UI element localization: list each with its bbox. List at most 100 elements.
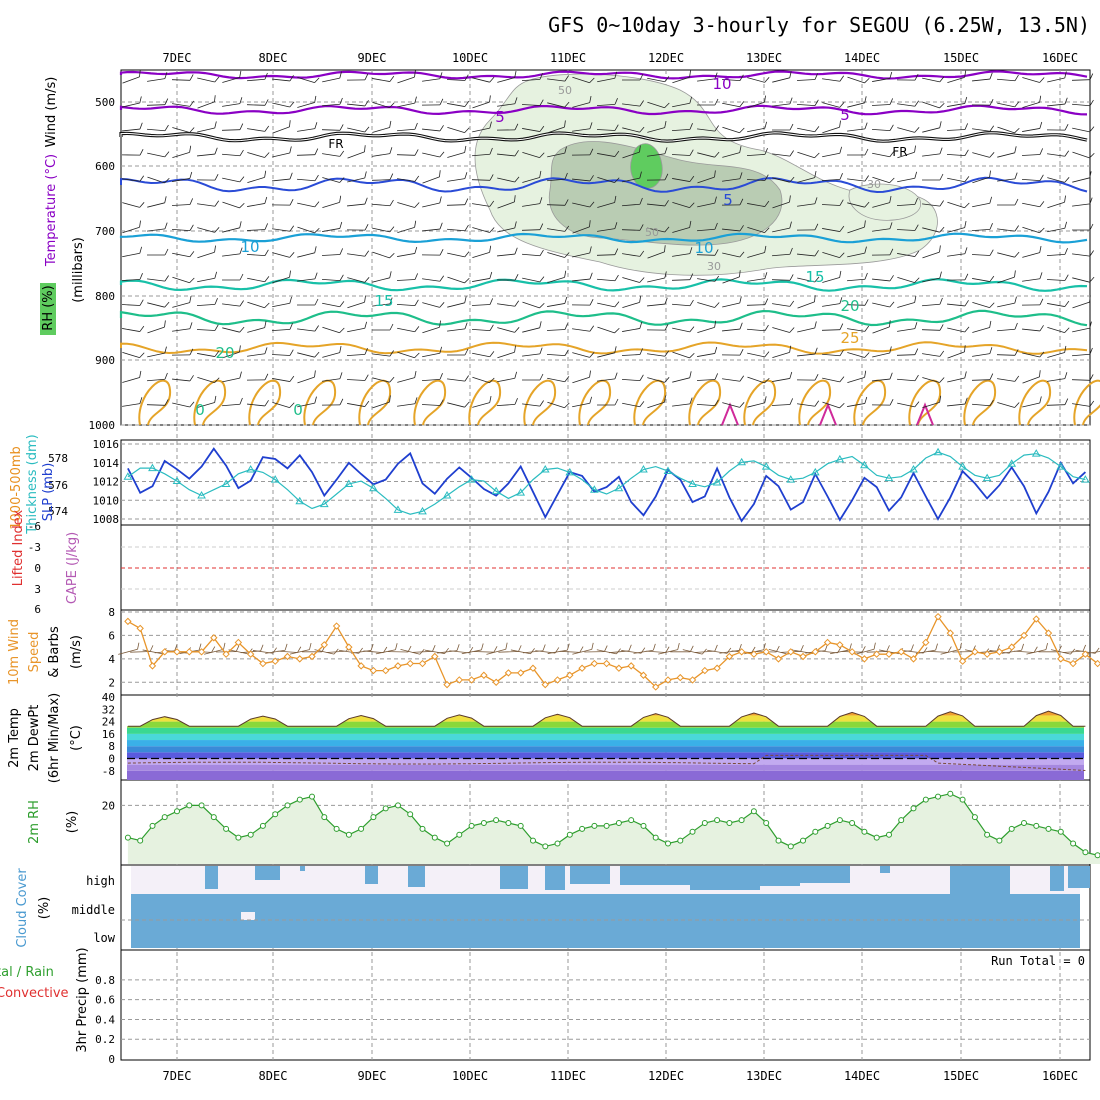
wind10m-barb-shaft	[412, 650, 433, 653]
wind-barb-flag	[564, 199, 569, 206]
wind-barb	[997, 198, 1019, 206]
wind-barb	[396, 149, 419, 156]
date-label-top: 10DEC	[452, 51, 488, 65]
wind-barb	[847, 148, 869, 156]
wind-barb-flag	[839, 252, 845, 258]
thickness-marker	[418, 506, 427, 515]
wind-barb-flag	[264, 347, 268, 354]
wind-barb	[622, 250, 645, 257]
wind-barb-flag	[1039, 77, 1045, 83]
thickness-marker	[369, 483, 378, 492]
wind-barb	[897, 276, 920, 284]
wind-barb-flag	[314, 396, 317, 404]
wind-barb	[1047, 195, 1066, 209]
wind-barb	[871, 399, 894, 406]
wind-barb	[997, 101, 1020, 108]
wind-barb	[497, 71, 517, 83]
wind-barb-shaft	[422, 78, 440, 82]
wind-barb	[597, 398, 619, 406]
wind-barb	[847, 96, 867, 108]
wind10m-barb	[204, 642, 226, 655]
wind10m-marker	[148, 662, 157, 670]
wind-barb-flag	[289, 296, 293, 304]
wind-barb-flag	[939, 173, 944, 181]
boundary-warm-contour	[468, 379, 502, 426]
date-label-bottom: 14DEC	[844, 1069, 880, 1083]
hot-contour	[916, 402, 934, 426]
wind-barb-flag	[914, 322, 918, 329]
rh2m-marker	[444, 840, 451, 847]
temp-color-band	[127, 758, 1084, 765]
wind-barb	[572, 220, 591, 234]
wind-barb-shaft	[197, 101, 215, 109]
wind-barb	[722, 251, 745, 258]
wind-barb	[772, 221, 792, 233]
wind-barb-flag	[864, 77, 870, 84]
wind10m-barb-shaft	[204, 649, 224, 655]
slp-tick: 1010	[93, 494, 120, 507]
thickness-marker	[491, 486, 501, 495]
wind-barb	[122, 175, 145, 182]
wind-barb-flag	[189, 100, 195, 107]
wind-barb-flag	[339, 327, 345, 334]
wind-barb-shaft	[746, 304, 766, 306]
wind-barb-flag	[939, 76, 945, 83]
wind-barb-flag	[289, 402, 295, 408]
wind-barb-shaft	[397, 403, 415, 407]
wind-barb-shaft	[172, 151, 190, 159]
wind-barb-shaft	[247, 152, 265, 158]
thickness-marker	[884, 473, 894, 482]
wind-barb-shaft	[696, 379, 716, 381]
wind-barb-flag	[589, 122, 593, 129]
wind-barb-flag	[739, 349, 744, 356]
axis-label-minmax: (6hr Min/Max)	[47, 693, 62, 783]
wind-barb-flag	[339, 177, 345, 183]
wind-barb-flag	[839, 349, 844, 356]
rh2m-marker	[689, 828, 696, 835]
wind-barb-flag	[264, 170, 267, 178]
wind-barb	[222, 201, 245, 209]
wind-barb-shaft	[347, 151, 365, 159]
wind-barb-flag	[1039, 148, 1044, 155]
wind10m-barb-flag	[996, 644, 1000, 652]
wind10m-barb-shaft	[928, 650, 949, 653]
wind-barb-flag	[664, 271, 667, 279]
wind-barb	[547, 101, 570, 108]
wind-barb-shaft	[122, 351, 140, 359]
rh2m-marker	[677, 837, 684, 844]
wind-barb-shaft	[897, 276, 915, 284]
cape-tick: 3	[34, 583, 41, 596]
wind10m-marker	[639, 671, 648, 679]
wind10m-marker	[369, 666, 378, 675]
wind-barb-flag	[739, 375, 745, 382]
wind-barb	[272, 75, 294, 82]
wind-barb-flag	[989, 275, 995, 282]
wind-barb-shaft	[897, 127, 915, 133]
wind-barb	[321, 274, 344, 282]
wind-barb-shaft	[747, 226, 765, 234]
wind-barb-shaft	[897, 151, 915, 159]
contour-label: 20	[840, 297, 859, 315]
wind-barb-flag	[189, 348, 194, 356]
date-label-top: 15DEC	[943, 51, 979, 65]
wind-barb-shaft	[196, 329, 216, 331]
wind-barb	[872, 275, 894, 282]
pressure-tick: 800	[95, 290, 115, 303]
rh2m-marker	[505, 820, 512, 826]
wind10m-marker	[922, 638, 930, 647]
wind-barb-shaft	[147, 176, 165, 184]
wind-barb	[972, 125, 995, 132]
wind-barb	[572, 96, 592, 108]
wind10m-barb-flag	[873, 642, 876, 650]
wind-barb-shaft	[972, 353, 990, 357]
wind-barb-flag	[389, 297, 393, 305]
wind-barb-shaft	[672, 351, 690, 359]
date-label-top: 14DEC	[844, 51, 880, 65]
wind-barb	[772, 327, 795, 333]
wind-barb-shaft	[1022, 128, 1040, 132]
wind-barb-shaft	[971, 254, 991, 256]
axis-label-precip-total: tal / Rain	[0, 965, 54, 980]
wind-barb-flag	[689, 175, 695, 182]
wind-barb	[447, 276, 470, 284]
